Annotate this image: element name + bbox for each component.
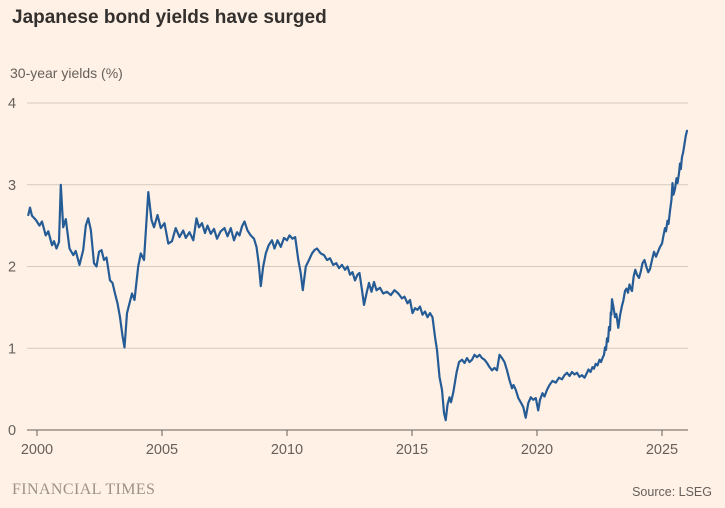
ft-brand-logo: FINANCIAL TIMES bbox=[12, 481, 156, 498]
x-axis-tick-label: 2010 bbox=[271, 442, 303, 458]
y-axis-tick-label: 0 bbox=[8, 423, 16, 439]
x-axis-tick-label: 2000 bbox=[21, 442, 53, 458]
source-label: Source: LSEG bbox=[632, 485, 712, 499]
x-axis-tick-label: 2005 bbox=[146, 442, 178, 458]
yield-line-series bbox=[27, 129, 689, 422]
chart-title: Japanese bond yields have surged bbox=[12, 7, 327, 28]
y-axis-tick-label: 2 bbox=[8, 260, 16, 276]
y-axis-tick-label: 1 bbox=[8, 341, 16, 357]
y-axis-tick-label: 3 bbox=[8, 178, 16, 194]
x-axis-tick-label: 2015 bbox=[396, 442, 428, 458]
x-axis-tick-label: 2020 bbox=[521, 442, 553, 458]
x-axis-tick-label: 2025 bbox=[646, 442, 678, 458]
y-axis-unit-label: 30-year yields (%) bbox=[10, 65, 123, 81]
y-axis-tick-label: 4 bbox=[8, 96, 16, 112]
